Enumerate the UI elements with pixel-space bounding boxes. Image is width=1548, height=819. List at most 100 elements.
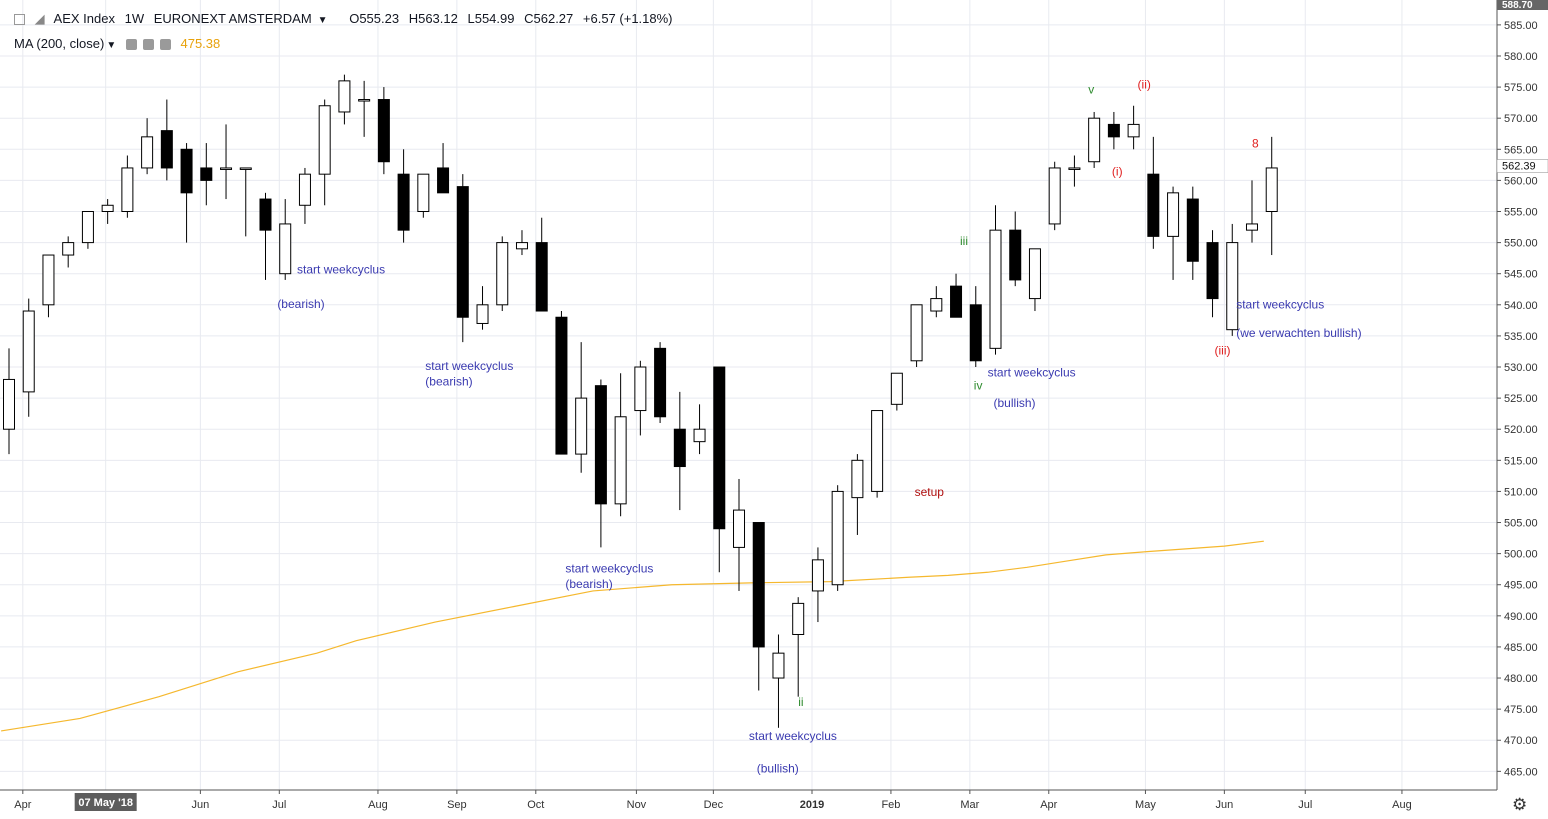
candle xyxy=(1245,180,1258,243)
time-tick-label: Oct xyxy=(527,799,544,811)
close-icon[interactable] xyxy=(159,39,171,51)
candle xyxy=(377,87,390,175)
ma-value: 475.38 xyxy=(180,36,221,51)
chevron-down-icon[interactable]: ▼ xyxy=(317,15,328,26)
candle xyxy=(279,199,292,280)
candle-body xyxy=(792,602,805,635)
candle xyxy=(476,286,489,330)
candle xyxy=(200,143,213,206)
annotation-label: 8 xyxy=(1252,136,1259,150)
candle-body xyxy=(338,80,351,113)
candle xyxy=(851,454,864,535)
candle-body xyxy=(1127,123,1140,138)
candle-body xyxy=(279,223,292,275)
candle-body xyxy=(989,229,1002,349)
candle xyxy=(456,174,469,343)
price-tick-label: 525.00 xyxy=(1504,393,1538,405)
candle xyxy=(634,360,647,436)
last-price-box xyxy=(1496,159,1548,173)
time-tick-label: Aug xyxy=(1392,799,1412,811)
collapse-icon[interactable] xyxy=(14,14,25,26)
annotation-label: (bearish) xyxy=(425,375,472,389)
price-tick-label: 545.00 xyxy=(1504,269,1538,281)
price-axis-bg xyxy=(1497,0,1548,819)
candle-body xyxy=(62,242,75,256)
time-tick-label: Dec xyxy=(704,799,724,811)
annotation-label: (bullish) xyxy=(994,396,1036,410)
ma-label[interactable]: MA (200, close) xyxy=(14,36,105,51)
candle-body xyxy=(555,316,568,455)
gear-icon[interactable]: ⚙ xyxy=(1512,795,1527,814)
price-axis[interactable]: 465.00 470.00 475.00 480.00 485.00 490.00 495.… xyxy=(1496,0,1548,819)
time-axis[interactable]: Apr 07 May '18 Jun Jul Aug Sep Oct Nov Dec 2019 Fe… xyxy=(0,789,1548,819)
ohlc-close: C562.27 xyxy=(524,11,574,26)
candle xyxy=(752,522,765,691)
price-tick-label: 490.00 xyxy=(1504,611,1538,623)
candle xyxy=(1068,155,1081,187)
candle xyxy=(298,167,311,224)
candle-body xyxy=(1107,123,1120,138)
candle-body xyxy=(1265,167,1278,212)
price-tick-label: 505.00 xyxy=(1504,518,1538,530)
annotations: start weekcyclus (bearish) start weekcyclu… xyxy=(277,77,1361,775)
candle xyxy=(772,634,785,728)
candle xyxy=(1167,186,1180,280)
time-tick-label: Jun xyxy=(1215,799,1233,811)
candle-body xyxy=(614,416,627,505)
candle xyxy=(1147,136,1160,249)
candle xyxy=(950,273,963,318)
top-price-label: 588.70 xyxy=(1502,0,1533,11)
symbol-name[interactable]: AEX Index xyxy=(53,11,115,26)
candle xyxy=(358,80,371,137)
chart-type-icon[interactable]: ◢ xyxy=(34,11,45,26)
annotation-label: start weekcyclus xyxy=(988,365,1076,379)
ma-line xyxy=(1,540,1264,732)
price-tick-label: 560.00 xyxy=(1504,175,1538,187)
candle-body xyxy=(3,378,15,430)
time-tick-label: Jul xyxy=(272,799,286,811)
price-tick-label: 540.00 xyxy=(1504,300,1538,312)
candle xyxy=(338,74,351,125)
candle xyxy=(101,199,114,224)
candle xyxy=(141,118,154,175)
candle xyxy=(1028,248,1041,312)
candle xyxy=(437,143,450,194)
candle xyxy=(121,155,134,218)
candle-body xyxy=(397,173,410,231)
candle xyxy=(3,348,15,455)
top-price-box xyxy=(1497,0,1548,10)
candle xyxy=(594,379,607,548)
eye-icon[interactable] xyxy=(125,39,137,51)
gear-icon[interactable] xyxy=(142,39,154,51)
price-tick-label: 565.00 xyxy=(1504,144,1538,156)
price-tick-label: 480.00 xyxy=(1504,673,1538,685)
candle xyxy=(733,478,746,591)
annotation-label: start weekcyclus xyxy=(1236,298,1324,312)
time-tick-label: Aug xyxy=(368,799,388,811)
candle xyxy=(397,149,410,243)
candle-body xyxy=(200,167,213,181)
candle-body xyxy=(1009,229,1022,281)
price-tick-label: 520.00 xyxy=(1504,424,1538,436)
candle xyxy=(1226,223,1239,336)
price-tick-label: 515.00 xyxy=(1504,455,1538,467)
candle-body xyxy=(22,310,35,393)
candle-body xyxy=(81,210,94,244)
interval[interactable]: 1W xyxy=(124,11,145,26)
candle xyxy=(1107,111,1120,150)
candle-body xyxy=(496,242,509,306)
candle-body xyxy=(535,242,548,312)
chevron-down-icon[interactable]: ▼ xyxy=(106,40,117,51)
candle xyxy=(81,210,94,249)
annotation-label: iii xyxy=(960,234,968,248)
candle-body xyxy=(910,304,923,362)
price-tick-label: 580.00 xyxy=(1504,51,1538,63)
candle xyxy=(1009,211,1022,287)
candle xyxy=(792,597,805,697)
candle xyxy=(160,99,173,181)
crosshair-date-label: 07 May '18 xyxy=(78,797,133,809)
ohlc-low: L554.99 xyxy=(467,11,515,26)
exchange[interactable]: EURONEXT AMSTERDAM xyxy=(153,11,312,26)
price-tick-label: 585.00 xyxy=(1504,20,1538,32)
